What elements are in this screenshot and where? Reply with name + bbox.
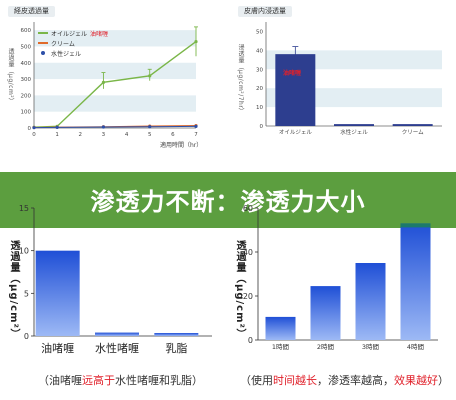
x-tick-label: 水性啫喱: [95, 341, 139, 355]
chart2-bar: 0 10 20 30 40 50 オイルジェル 水性ジェル クリーム: [256, 22, 442, 136]
y-tick-label: 10: [19, 247, 29, 256]
y-tick-label: 400: [21, 61, 32, 67]
data-point: [148, 125, 152, 129]
y-tick-label: 20: [256, 86, 263, 92]
x-tick-label: 0: [32, 132, 36, 138]
x-tick-label: 1時間: [272, 343, 289, 351]
y-tick-label: 0: [24, 332, 29, 341]
caption-text: ，渗透率越高，: [317, 374, 394, 387]
legend-item-oil-gel: オイルジェル 油啫喱: [38, 28, 108, 38]
x-tick-label: 2: [79, 132, 83, 138]
bar: [35, 250, 80, 336]
y-tick-label: 60: [243, 204, 253, 213]
chart1-xlabel: 適用時間（hr）: [160, 142, 203, 149]
caption-text: 水性啫喱和乳脂）: [115, 374, 203, 387]
data-point: [55, 125, 59, 129]
data-point: [194, 39, 198, 44]
x-tick-label: 7: [194, 132, 198, 138]
chart4-ylabel: 透過量（µg/cm²）: [234, 240, 245, 340]
x-tick-label: 3: [102, 132, 106, 138]
y-tick-label: 20: [243, 292, 253, 301]
caption-text: ）: [438, 374, 449, 387]
legend-tag: 油啫喱: [90, 30, 109, 38]
x-tick-label: 3時間: [362, 343, 379, 351]
chart1-ylabel: 透過量（µg/cm²）: [7, 48, 14, 105]
y-tick-label: 10: [256, 105, 263, 111]
y-tick-label: 200: [21, 93, 32, 99]
bar: [392, 124, 433, 126]
bar: [400, 223, 431, 340]
y-tick-label: 40: [243, 248, 253, 257]
chart1-title: 経皮透過量: [8, 6, 55, 17]
grid-band: [34, 95, 196, 112]
x-tick-label: 1: [55, 132, 59, 138]
x-tick-label: 4: [125, 132, 129, 138]
caption-highlight: 时间越长: [273, 374, 317, 387]
title-banner: [0, 172, 456, 228]
chart2-title: 皮膚内浸透量: [238, 6, 292, 17]
chart3-ylabel: 透過量（µg/cm²）: [8, 240, 19, 340]
caption-text: （使用: [240, 374, 273, 387]
y-tick-label: 50: [256, 29, 263, 35]
chart1-line: 0 100 200 300 400 500 600 0 1 2 3 4 5 6 7: [21, 22, 198, 138]
bar: [355, 263, 386, 340]
legend-item-cream: クリーム: [38, 38, 108, 48]
legend-item-water-gel: 水性ジェル: [38, 48, 108, 58]
y-tick-label: 15: [19, 204, 29, 213]
x-tick-label: 水性ジェル: [340, 128, 368, 136]
x-tick-label: オイルジェル: [279, 129, 313, 136]
y-tick-label: 300: [21, 77, 32, 83]
chart1-legend: オイルジェル 油啫喱 クリーム 水性ジェル: [38, 28, 108, 58]
caption-text: （油啫喱: [38, 374, 82, 387]
y-tick-label: 5: [24, 289, 29, 298]
chart4-bar: 0 20 40 60 1時間 2時間 3時間 4時間: [243, 204, 438, 351]
y-tick-label: 0: [28, 126, 32, 132]
chart4-caption: （使用时间越长，渗透率越高，效果越好）: [240, 372, 449, 388]
legend-line-icon: [38, 32, 48, 34]
banner-title: 渗透力不断：渗透力大小: [90, 188, 366, 216]
data-point: [32, 126, 36, 130]
chart3-bar: 0 5 10 15 油啫喱 水性啫喱 乳脂: [19, 204, 212, 355]
y-tick-label: 30: [256, 67, 263, 73]
data-point: [101, 125, 106, 129]
legend-line-icon: [38, 42, 48, 44]
x-tick-label: 6: [171, 132, 175, 138]
bar: [334, 124, 374, 126]
x-tick-label: 油啫喱: [41, 341, 74, 355]
caption-highlight: 远高于: [82, 374, 115, 387]
data-point: [148, 74, 152, 78]
bar: [265, 316, 296, 340]
x-tick-label: 4時間: [407, 343, 424, 351]
y-tick-label: 100: [21, 110, 32, 116]
legend-label: 水性ジェル: [51, 50, 82, 58]
chart2-ylabel: 浸透量（µg/cm²/7hr）: [237, 44, 244, 115]
x-tick-label: 2時間: [317, 343, 334, 351]
x-tick-label: 乳脂: [165, 341, 187, 355]
grid-band: [34, 62, 196, 80]
chart2-annotation: 油啫喱: [283, 70, 302, 77]
bar-cap: [400, 223, 431, 228]
grid-band: [34, 30, 196, 47]
legend-label: オイルジェル: [51, 30, 88, 38]
bar: [154, 333, 199, 336]
bar: [275, 54, 316, 126]
bar: [95, 332, 139, 336]
y-tick-label: 500: [21, 44, 32, 50]
caption-highlight: 效果越好: [394, 374, 438, 387]
y-tick-label: 600: [21, 28, 32, 34]
data-point: [194, 124, 198, 128]
y-tick-label: 0: [260, 124, 264, 130]
legend-dot-icon: [41, 51, 45, 55]
x-tick-label: クリーム: [402, 129, 424, 136]
data-point: [101, 80, 106, 84]
y-tick-label: 40: [256, 48, 263, 54]
legend-label: クリーム: [51, 40, 75, 48]
bar: [310, 286, 341, 340]
x-tick-label: 5: [148, 132, 152, 138]
y-tick-label: 0: [248, 336, 253, 345]
chart3-caption: （油啫喱远高于水性啫喱和乳脂）: [38, 372, 203, 388]
